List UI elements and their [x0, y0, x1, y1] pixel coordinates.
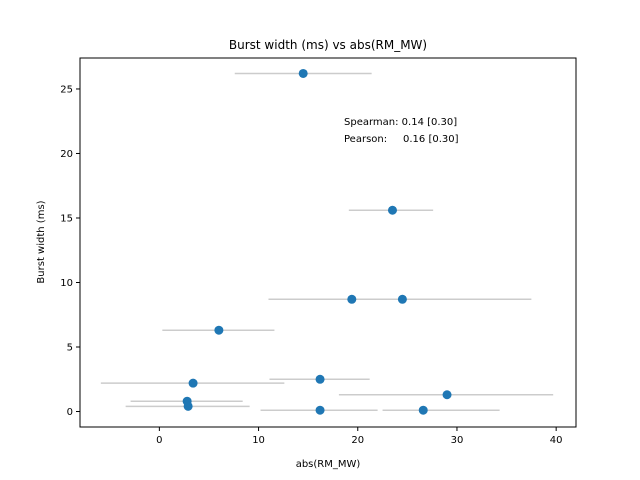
x-tick-label: 20	[351, 435, 364, 446]
points-layer	[182, 68, 452, 415]
data-point-6	[188, 378, 198, 388]
data-point-11	[418, 405, 428, 415]
data-point-5	[315, 374, 325, 384]
y-axis: 0 5 10 15 20 25	[60, 84, 80, 418]
chart-title: Burst width (ms) vs abs(RM_MW)	[229, 38, 427, 52]
plot-frame	[79, 57, 577, 428]
data-point-7	[442, 390, 452, 400]
y-tick-label: 20	[60, 149, 73, 160]
data-point-2	[347, 294, 357, 304]
x-tick-label: 10	[252, 435, 265, 446]
y-tick-label: 15	[60, 213, 73, 224]
y-tick-label: 25	[60, 84, 73, 95]
y-axis-label: Burst width (ms)	[36, 200, 47, 283]
x-tick-label: 0	[156, 435, 162, 446]
spearman-annotation: Spearman: 0.14 [0.30]	[344, 117, 457, 128]
y-tick-label: 5	[67, 343, 73, 354]
pearson-annotation: Pearson: 0.16 [0.30]	[344, 134, 459, 145]
y-tick-label: 10	[60, 278, 73, 289]
data-point-10	[315, 405, 325, 415]
x-axis: 0 10 20 30 40	[156, 427, 563, 446]
data-point-0	[298, 68, 308, 78]
data-point-4	[214, 325, 224, 335]
data-point-9	[183, 401, 193, 411]
x-tick-label: 40	[550, 435, 563, 446]
x-axis-label: abs(RM_MW)	[296, 459, 361, 470]
data-point-1	[387, 205, 397, 215]
x-tick-label: 30	[451, 435, 464, 446]
data-point-3	[397, 294, 407, 304]
y-tick-label: 0	[67, 407, 73, 418]
